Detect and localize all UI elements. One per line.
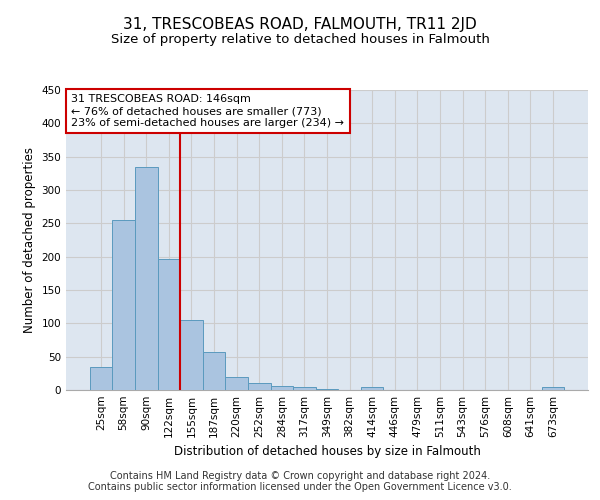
X-axis label: Distribution of detached houses by size in Falmouth: Distribution of detached houses by size … <box>173 446 481 458</box>
Bar <box>203 352 226 390</box>
Y-axis label: Number of detached properties: Number of detached properties <box>23 147 36 333</box>
Bar <box>180 320 203 390</box>
Text: Contains HM Land Registry data © Crown copyright and database right 2024.
Contai: Contains HM Land Registry data © Crown c… <box>88 471 512 492</box>
Bar <box>293 386 316 390</box>
Bar <box>316 388 338 390</box>
Bar <box>112 220 135 390</box>
Bar <box>361 388 383 390</box>
Bar <box>90 366 112 390</box>
Bar <box>135 166 158 390</box>
Text: 31, TRESCOBEAS ROAD, FALMOUTH, TR11 2JD: 31, TRESCOBEAS ROAD, FALMOUTH, TR11 2JD <box>123 18 477 32</box>
Bar <box>158 258 180 390</box>
Bar <box>271 386 293 390</box>
Text: 31 TRESCOBEAS ROAD: 146sqm
← 76% of detached houses are smaller (773)
23% of sem: 31 TRESCOBEAS ROAD: 146sqm ← 76% of deta… <box>71 94 344 128</box>
Bar <box>542 388 564 390</box>
Bar <box>226 378 248 390</box>
Text: Size of property relative to detached houses in Falmouth: Size of property relative to detached ho… <box>110 32 490 46</box>
Bar <box>248 384 271 390</box>
